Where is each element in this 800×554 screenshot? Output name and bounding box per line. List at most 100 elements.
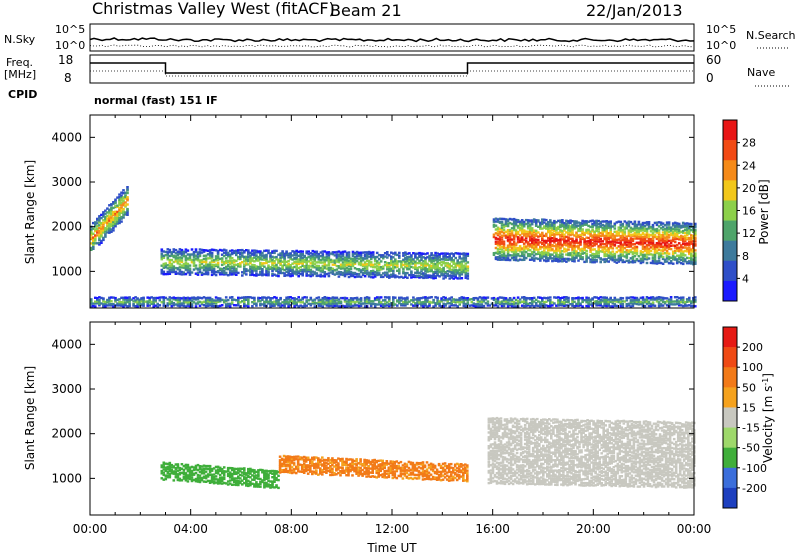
- range-cell: [428, 275, 431, 279]
- range-cell: [398, 276, 401, 279]
- range-cell: [579, 252, 582, 255]
- range-cell: [492, 296, 496, 300]
- range-cell: [575, 304, 578, 307]
- range-cell: [289, 264, 292, 267]
- range-cell: [581, 300, 584, 304]
- range-cell: [168, 270, 172, 274]
- range-cell: [251, 304, 254, 308]
- range-cell: [218, 271, 222, 275]
- range-cell: [597, 254, 600, 258]
- range-cell: [502, 217, 506, 221]
- range-cell: [487, 451, 491, 454]
- range-cell: [126, 211, 129, 214]
- range-cell: [301, 260, 304, 263]
- range-cell: [519, 436, 523, 439]
- range-cell: [228, 259, 232, 262]
- range-cell: [517, 422, 521, 426]
- range-cell: [424, 272, 427, 275]
- range-cell: [444, 262, 447, 265]
- range-cell: [517, 426, 521, 429]
- range-cell: [92, 237, 95, 241]
- range-cell: [625, 249, 629, 252]
- range-cell: [416, 274, 419, 278]
- range-cell: [261, 303, 264, 306]
- range-cell: [528, 305, 532, 308]
- range-cell: [611, 237, 615, 240]
- range-cell: [583, 251, 586, 255]
- range-cell: [491, 432, 495, 435]
- range-cell: [458, 271, 461, 274]
- range-cell: [509, 419, 513, 422]
- range-cell: [505, 432, 509, 435]
- range-cell: [168, 261, 172, 264]
- range-cell: [255, 269, 258, 273]
- range-cell: [212, 260, 216, 263]
- range-cell: [257, 265, 260, 269]
- range-cell: [651, 239, 655, 243]
- range-cell: [611, 302, 615, 305]
- range-cell: [486, 296, 490, 299]
- range-cell: [515, 444, 519, 447]
- range-cell: [454, 269, 457, 272]
- range-cell: [629, 241, 633, 244]
- range-cell: [472, 302, 476, 305]
- range-cell: [509, 470, 513, 473]
- range-cell: [462, 270, 466, 274]
- range-cell: [371, 251, 375, 254]
- range-cell: [182, 252, 186, 255]
- range-cell: [525, 435, 529, 439]
- range-cell: [595, 296, 598, 299]
- range-cell: [667, 247, 671, 250]
- range-cell: [257, 273, 260, 276]
- range-cell: [688, 240, 691, 244]
- range-cell: [520, 304, 524, 307]
- range-cell: [200, 302, 204, 306]
- range-cell: [609, 298, 612, 301]
- range-cell: [595, 259, 598, 262]
- range-cell: [597, 256, 600, 259]
- range-cell: [677, 228, 681, 231]
- nave-tick-bottom: 0: [706, 71, 714, 85]
- range-cell: [514, 302, 518, 305]
- range-cell: [281, 264, 284, 267]
- range-cell: [267, 268, 270, 271]
- range-cell: [683, 228, 687, 232]
- range-cell: [505, 478, 509, 481]
- range-cell: [224, 259, 228, 263]
- range-cell: [337, 253, 341, 256]
- range-cell: [404, 260, 407, 263]
- range-cell: [98, 241, 101, 245]
- range-cell: [420, 266, 423, 270]
- range-cell: [188, 256, 192, 259]
- range-cell: [434, 275, 437, 278]
- range-cell: [309, 268, 313, 272]
- range-cell: [599, 237, 602, 241]
- range-cell: [659, 237, 663, 240]
- range-cell: [493, 474, 497, 477]
- range-cell: [617, 231, 621, 234]
- range-cell: [456, 272, 459, 275]
- range-cell: [506, 298, 510, 301]
- range-cell: [255, 304, 258, 307]
- range-cell: [271, 297, 274, 300]
- range-cell: [414, 256, 417, 259]
- range-cell: [178, 263, 182, 266]
- range-cell: [386, 265, 389, 268]
- range-cell: [182, 296, 186, 299]
- range-cell: [263, 273, 266, 276]
- range-cell: [210, 300, 214, 303]
- range-cell: [500, 300, 504, 303]
- range-cell: [539, 227, 542, 230]
- range-cell: [228, 271, 232, 274]
- range-cell: [557, 301, 560, 304]
- range-cell: [665, 238, 669, 241]
- range-cell: [172, 296, 176, 299]
- range-cell: [112, 218, 115, 222]
- range-cell: [90, 236, 93, 239]
- range-cell: [404, 275, 407, 279]
- range-cell: [677, 254, 681, 257]
- range-cell: [476, 298, 480, 301]
- range-cell: [220, 259, 224, 262]
- range-cell: [106, 211, 109, 214]
